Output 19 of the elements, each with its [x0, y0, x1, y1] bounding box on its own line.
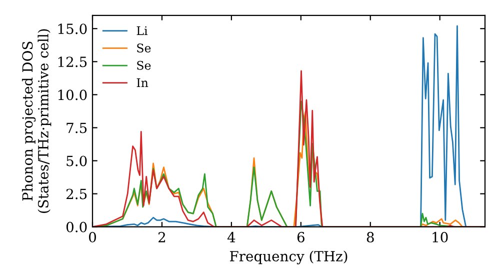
- legend-label: In: [136, 78, 148, 87]
- y-tick-label: 12.5: [58, 56, 87, 68]
- y-tick-label: 10.0: [58, 90, 87, 100]
- x-tick-label: 6: [297, 232, 304, 242]
- y-axis-title: Phonon projected DOS (States/THz·primitive cell): [22, 29, 52, 213]
- x-tick-label: 10: [432, 232, 448, 242]
- x-tick-label: 4: [227, 232, 236, 242]
- y-tick-label: 15.0: [58, 24, 87, 34]
- y-tick-label: 2.5: [66, 188, 87, 200]
- x-tick-label: 2: [158, 232, 166, 242]
- x-axis-title: Frequency (THz): [230, 250, 348, 264]
- legend-label: Se: [137, 60, 151, 70]
- legend-label: Se: [137, 44, 151, 52]
- x-tick-label: 0: [88, 232, 96, 242]
- x-tick-label: 8: [366, 232, 374, 242]
- y-tick-label: 7.5: [66, 122, 87, 134]
- y-tick-label: 5.0: [66, 156, 87, 166]
- legend-label: Li: [136, 26, 148, 35]
- y-tick-label: 0.0: [66, 222, 87, 232]
